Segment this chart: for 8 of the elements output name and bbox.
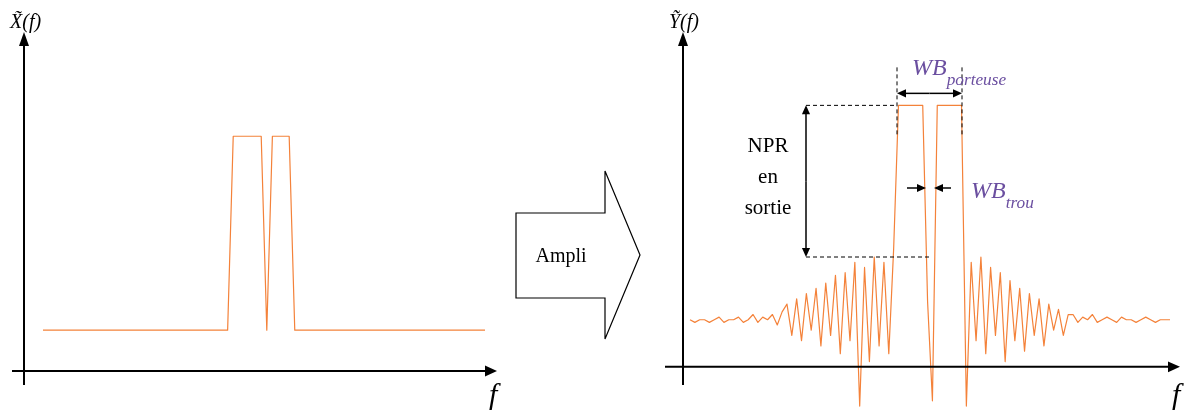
y-axis-title: Ỹ(f) <box>669 9 700 33</box>
text: Ampli <box>535 244 587 267</box>
y-axis-title: X̃(f) <box>9 9 42 33</box>
annotation: WB$_{trou}$ <box>971 177 1035 212</box>
x-axis-title: f <box>1172 377 1184 410</box>
annotation: NPR en sortie <box>744 133 792 219</box>
text: WB$_{porteuse}$ <box>912 54 1007 89</box>
x-axis-title: f <box>489 377 501 410</box>
